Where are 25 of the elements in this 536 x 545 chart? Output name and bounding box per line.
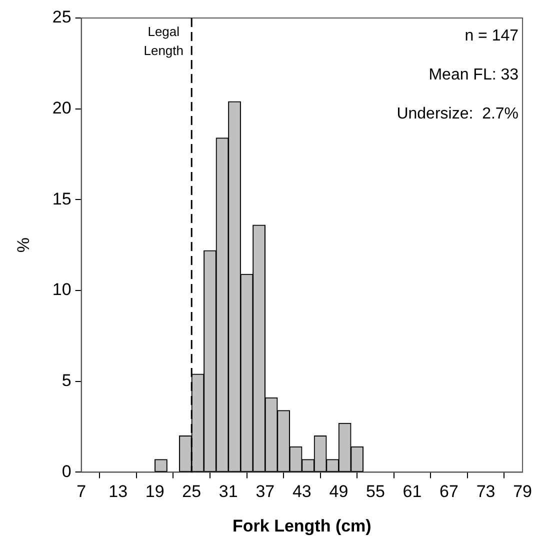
x-tick-label: 43 (292, 482, 312, 502)
annotation: Undersize: 2.7% (396, 105, 519, 122)
y-tick-label: 20 (52, 98, 72, 118)
x-tick-label: 61 (402, 482, 422, 502)
y-tick-label: 5 (62, 371, 72, 390)
y-tick-label: 15 (52, 189, 72, 208)
x-tick-label: 31 (218, 482, 238, 502)
x-tick-label: 55 (366, 482, 385, 502)
x-tick-label: 79 (513, 482, 532, 502)
ref-line-label: Legal Length (144, 24, 184, 58)
x-tick-label: 49 (329, 482, 348, 502)
annotation: n = 147 (464, 27, 519, 44)
y-axis-title: % (14, 238, 33, 253)
y-tick-label: 25 (52, 8, 72, 27)
x-tick-label: 13 (108, 482, 128, 502)
x-tick-label: 7 (76, 482, 86, 502)
x-axis-title: Fork Length (cm) (232, 516, 372, 536)
x-tick-label: 19 (145, 482, 164, 502)
x-tick-label: 73 (476, 482, 496, 502)
x-tick-label: 67 (440, 482, 458, 502)
y-tick-label: 10 (52, 280, 72, 300)
y-tick-label: 0 (62, 462, 72, 481)
x-tick-label: 25 (182, 482, 202, 502)
x-tick-label: 37 (256, 482, 275, 502)
annotation: Mean FL: 33 (428, 66, 519, 84)
